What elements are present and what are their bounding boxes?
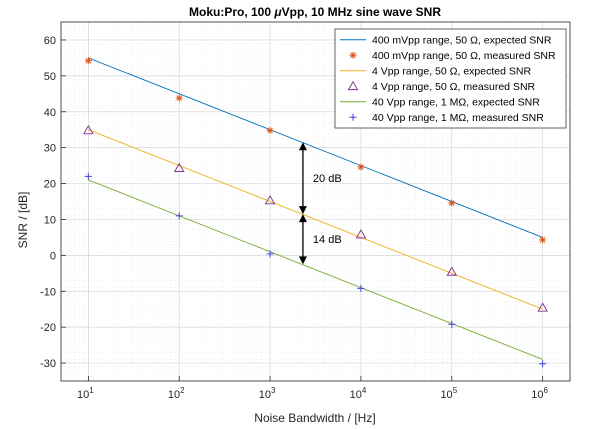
legend-box	[334, 28, 567, 129]
y-tick-label: 30	[44, 143, 56, 155]
data-point-5-2	[266, 250, 274, 258]
marker-stroke	[350, 52, 356, 59]
data-point-5-4	[448, 320, 456, 328]
marker-stroke	[264, 195, 276, 205]
y-tick-label: -10	[40, 286, 56, 298]
data-point-3-1	[173, 162, 185, 172]
marker-stroke	[358, 164, 364, 170]
data-point-1-1	[175, 94, 183, 102]
y-tick-label: 20	[44, 179, 56, 191]
series-line-0	[88, 57, 543, 238]
y-tick-label: 0	[50, 250, 56, 262]
data-point-3-4	[446, 266, 458, 276]
x-tick-label: 102	[168, 386, 185, 401]
marker-stroke	[176, 95, 183, 101]
ticks: 101 102 103 104 105 106 -30 -20 -10 0 10 20 30 40 50 60	[40, 35, 548, 401]
annotation-arrow-1: 14 dB	[298, 214, 342, 265]
y-tick-label: 50	[44, 71, 56, 83]
marker-stroke	[355, 229, 367, 239]
legend-entry-2: 4 Vpp range, 50 Ω, expected SNR	[372, 66, 531, 78]
legend-swatch-5	[349, 113, 357, 121]
annotation-label: 14 dB	[313, 234, 342, 246]
marker-stroke	[448, 200, 455, 206]
y-tick-label: 10	[44, 214, 56, 226]
data-point-1-5	[539, 236, 547, 244]
x-tick-label: 103	[259, 386, 276, 401]
chart-title: Moku:Pro, 100 μVpp, 10 MHz sine wave SNR	[189, 5, 441, 19]
marker-stroke	[537, 302, 548, 312]
marker-stroke	[83, 125, 94, 135]
series-line-4	[88, 179, 543, 360]
annotation-label: 20 dB	[313, 173, 342, 185]
series-line-2	[88, 129, 543, 310]
axes-box	[60, 21, 571, 382]
y-tick-label: -20	[40, 322, 56, 334]
data-point-1-0	[84, 57, 92, 65]
data-point-5-0	[84, 172, 92, 180]
series-group	[83, 57, 548, 368]
arrow-head-top	[298, 214, 307, 223]
data-point-1-3	[357, 163, 365, 171]
annotation-arrow-0: 20 dB	[298, 142, 342, 215]
marker-stroke	[539, 237, 546, 243]
data-point-3-5	[537, 302, 548, 312]
legend-swatch-1	[349, 51, 357, 59]
x-tick-label: 101	[77, 386, 94, 401]
annotations: 20 dB 14 dB	[298, 142, 342, 265]
marker-stroke	[173, 162, 185, 172]
legend-entry-4: 40 Vpp range, 1 MΩ, expected SNR	[372, 97, 540, 109]
legend-entry-5: 40 Vpp range, 1 MΩ, measured SNR	[372, 112, 544, 124]
data-point-3-0	[83, 125, 94, 135]
y-axis-label: SNR / [dB]	[16, 192, 30, 249]
arrow-head-top	[298, 142, 307, 151]
legend-swatch-3	[347, 80, 359, 91]
y-tick-label: 60	[44, 35, 56, 47]
grid	[60, 21, 571, 382]
data-point-1-2	[266, 126, 274, 134]
marker-stroke	[85, 57, 92, 64]
arrow-head-bottom	[298, 256, 307, 265]
data-point-3-2	[264, 195, 276, 205]
data-point-5-5	[539, 360, 547, 368]
data-point-1-4	[448, 199, 456, 207]
x-tick-label: 106	[531, 386, 548, 401]
data-point-5-1	[175, 212, 183, 220]
marker-stroke	[446, 266, 458, 276]
legend: 400 mVpp range, 50 Ω, expected SNR 400 mV…	[334, 28, 567, 129]
data-point-3-3	[355, 229, 367, 239]
y-tick-label: -30	[40, 358, 56, 370]
legend-entry-3: 4 Vpp range, 50 Ω, measured SNR	[372, 81, 536, 93]
legend-entry-1: 400 mVpp range, 50 Ω, measured SNR	[372, 50, 556, 62]
x-axis-label: Noise Bandwidth / [Hz]	[254, 411, 375, 425]
data-point-5-3	[357, 284, 365, 292]
marker-stroke	[347, 80, 359, 91]
x-tick-label: 104	[350, 386, 367, 401]
y-tick-label: 40	[44, 107, 56, 119]
x-tick-label: 105	[440, 386, 457, 401]
arrow-head-bottom	[298, 206, 307, 215]
legend-entry-0: 400 mVpp range, 50 Ω, expected SNR	[372, 35, 552, 47]
marker-stroke	[267, 127, 273, 134]
